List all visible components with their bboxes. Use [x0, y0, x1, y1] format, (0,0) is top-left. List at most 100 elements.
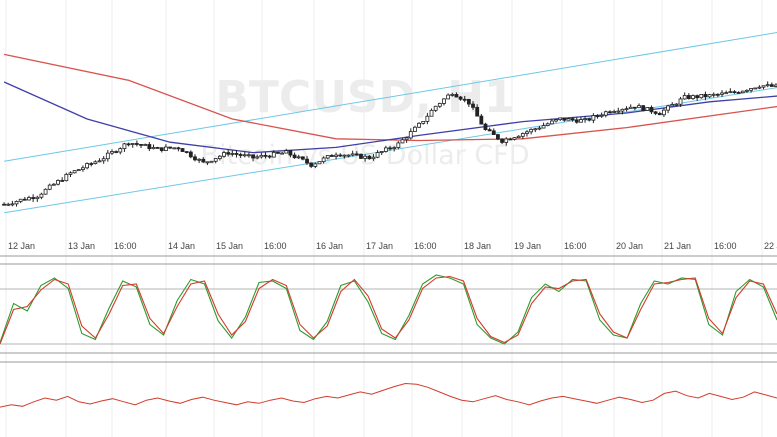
- chart-title: BTCUSD, H1: [215, 72, 514, 123]
- candle: [774, 83, 777, 88]
- candle-body: [504, 138, 509, 143]
- candle-body: [188, 151, 193, 158]
- candle-body: [591, 115, 596, 121]
- candle: [554, 119, 558, 123]
- candle: [520, 132, 525, 140]
- candle: [678, 96, 683, 107]
- candle-body: [624, 108, 629, 111]
- candle-body: [662, 109, 666, 116]
- candle-body: [276, 151, 280, 154]
- candle: [632, 106, 637, 111]
- candle-body: [375, 152, 380, 158]
- candle-body: [330, 155, 334, 157]
- candle: [292, 152, 297, 159]
- candle: [429, 108, 434, 117]
- candle-body: [122, 143, 127, 150]
- candle: [491, 128, 496, 135]
- candle: [417, 122, 421, 129]
- candle: [359, 153, 363, 159]
- candle-body: [31, 197, 36, 200]
- candle: [367, 155, 372, 160]
- candle-body: [442, 98, 446, 104]
- candle-body: [93, 161, 98, 164]
- candle: [238, 152, 243, 158]
- candle: [379, 151, 384, 155]
- candle: [765, 81, 770, 88]
- candle-body: [172, 147, 177, 150]
- candle-body: [226, 152, 231, 155]
- candle: [31, 194, 36, 202]
- candle-body: [566, 118, 571, 121]
- candle: [724, 90, 729, 95]
- candle-body: [475, 107, 480, 117]
- candle: [176, 146, 181, 152]
- candle: [363, 154, 368, 162]
- candle-body: [47, 184, 52, 190]
- candle-body: [749, 88, 753, 91]
- candle-body: [180, 148, 185, 152]
- candle: [255, 154, 260, 160]
- candle: [616, 107, 621, 114]
- candle: [230, 150, 235, 157]
- candle-body: [429, 109, 434, 117]
- candle-body: [500, 138, 504, 143]
- candle: [392, 146, 397, 152]
- candle: [496, 134, 500, 141]
- candle: [334, 152, 338, 160]
- candle-body: [193, 156, 197, 161]
- candle-body: [757, 86, 762, 89]
- candle: [18, 198, 23, 204]
- candle-body: [554, 119, 558, 122]
- candle: [267, 154, 272, 159]
- candle-body: [769, 84, 774, 87]
- candle-body: [545, 123, 550, 126]
- candle-body: [707, 94, 712, 98]
- candle-body: [27, 197, 31, 201]
- stochastic-k-line: [0, 274, 777, 345]
- candle-body: [359, 153, 363, 159]
- candle: [68, 171, 73, 177]
- candle: [479, 113, 484, 125]
- x-tick-label: 16:00: [264, 241, 287, 251]
- candle: [707, 93, 712, 99]
- candle: [126, 142, 131, 147]
- x-tick-label: 13 Jan: [68, 241, 95, 251]
- candle: [43, 188, 48, 195]
- candle-body: [479, 115, 484, 125]
- candle-body: [197, 158, 202, 161]
- candle: [483, 122, 488, 131]
- candle-body: [632, 106, 637, 109]
- candle-body: [392, 147, 397, 150]
- candle: [608, 110, 612, 114]
- candle-body: [653, 111, 658, 114]
- candle-body: [288, 150, 293, 156]
- candle: [691, 94, 695, 100]
- candle: [599, 112, 604, 118]
- candle: [624, 106, 629, 112]
- candle: [354, 151, 359, 156]
- candle: [732, 90, 737, 94]
- candle-body: [388, 147, 392, 150]
- candle: [404, 136, 409, 143]
- x-tick-label: 17 Jan: [366, 241, 393, 251]
- candle-body: [471, 103, 475, 108]
- candle: [699, 93, 704, 99]
- candle: [193, 154, 197, 162]
- candle: [89, 162, 94, 167]
- candle: [197, 158, 202, 164]
- candle-body: [2, 203, 6, 206]
- grid: [5, 0, 763, 437]
- candle: [313, 162, 318, 169]
- candle-body: [608, 111, 612, 114]
- candle-body: [284, 150, 289, 154]
- candle: [56, 179, 60, 186]
- candle: [450, 92, 455, 97]
- candle-body: [159, 147, 164, 151]
- candle: [545, 122, 550, 127]
- candle: [566, 117, 571, 121]
- candle-body: [242, 154, 247, 157]
- candle: [761, 85, 766, 90]
- candle-body: [649, 106, 654, 113]
- candle-body: [462, 98, 467, 101]
- candle: [421, 120, 426, 125]
